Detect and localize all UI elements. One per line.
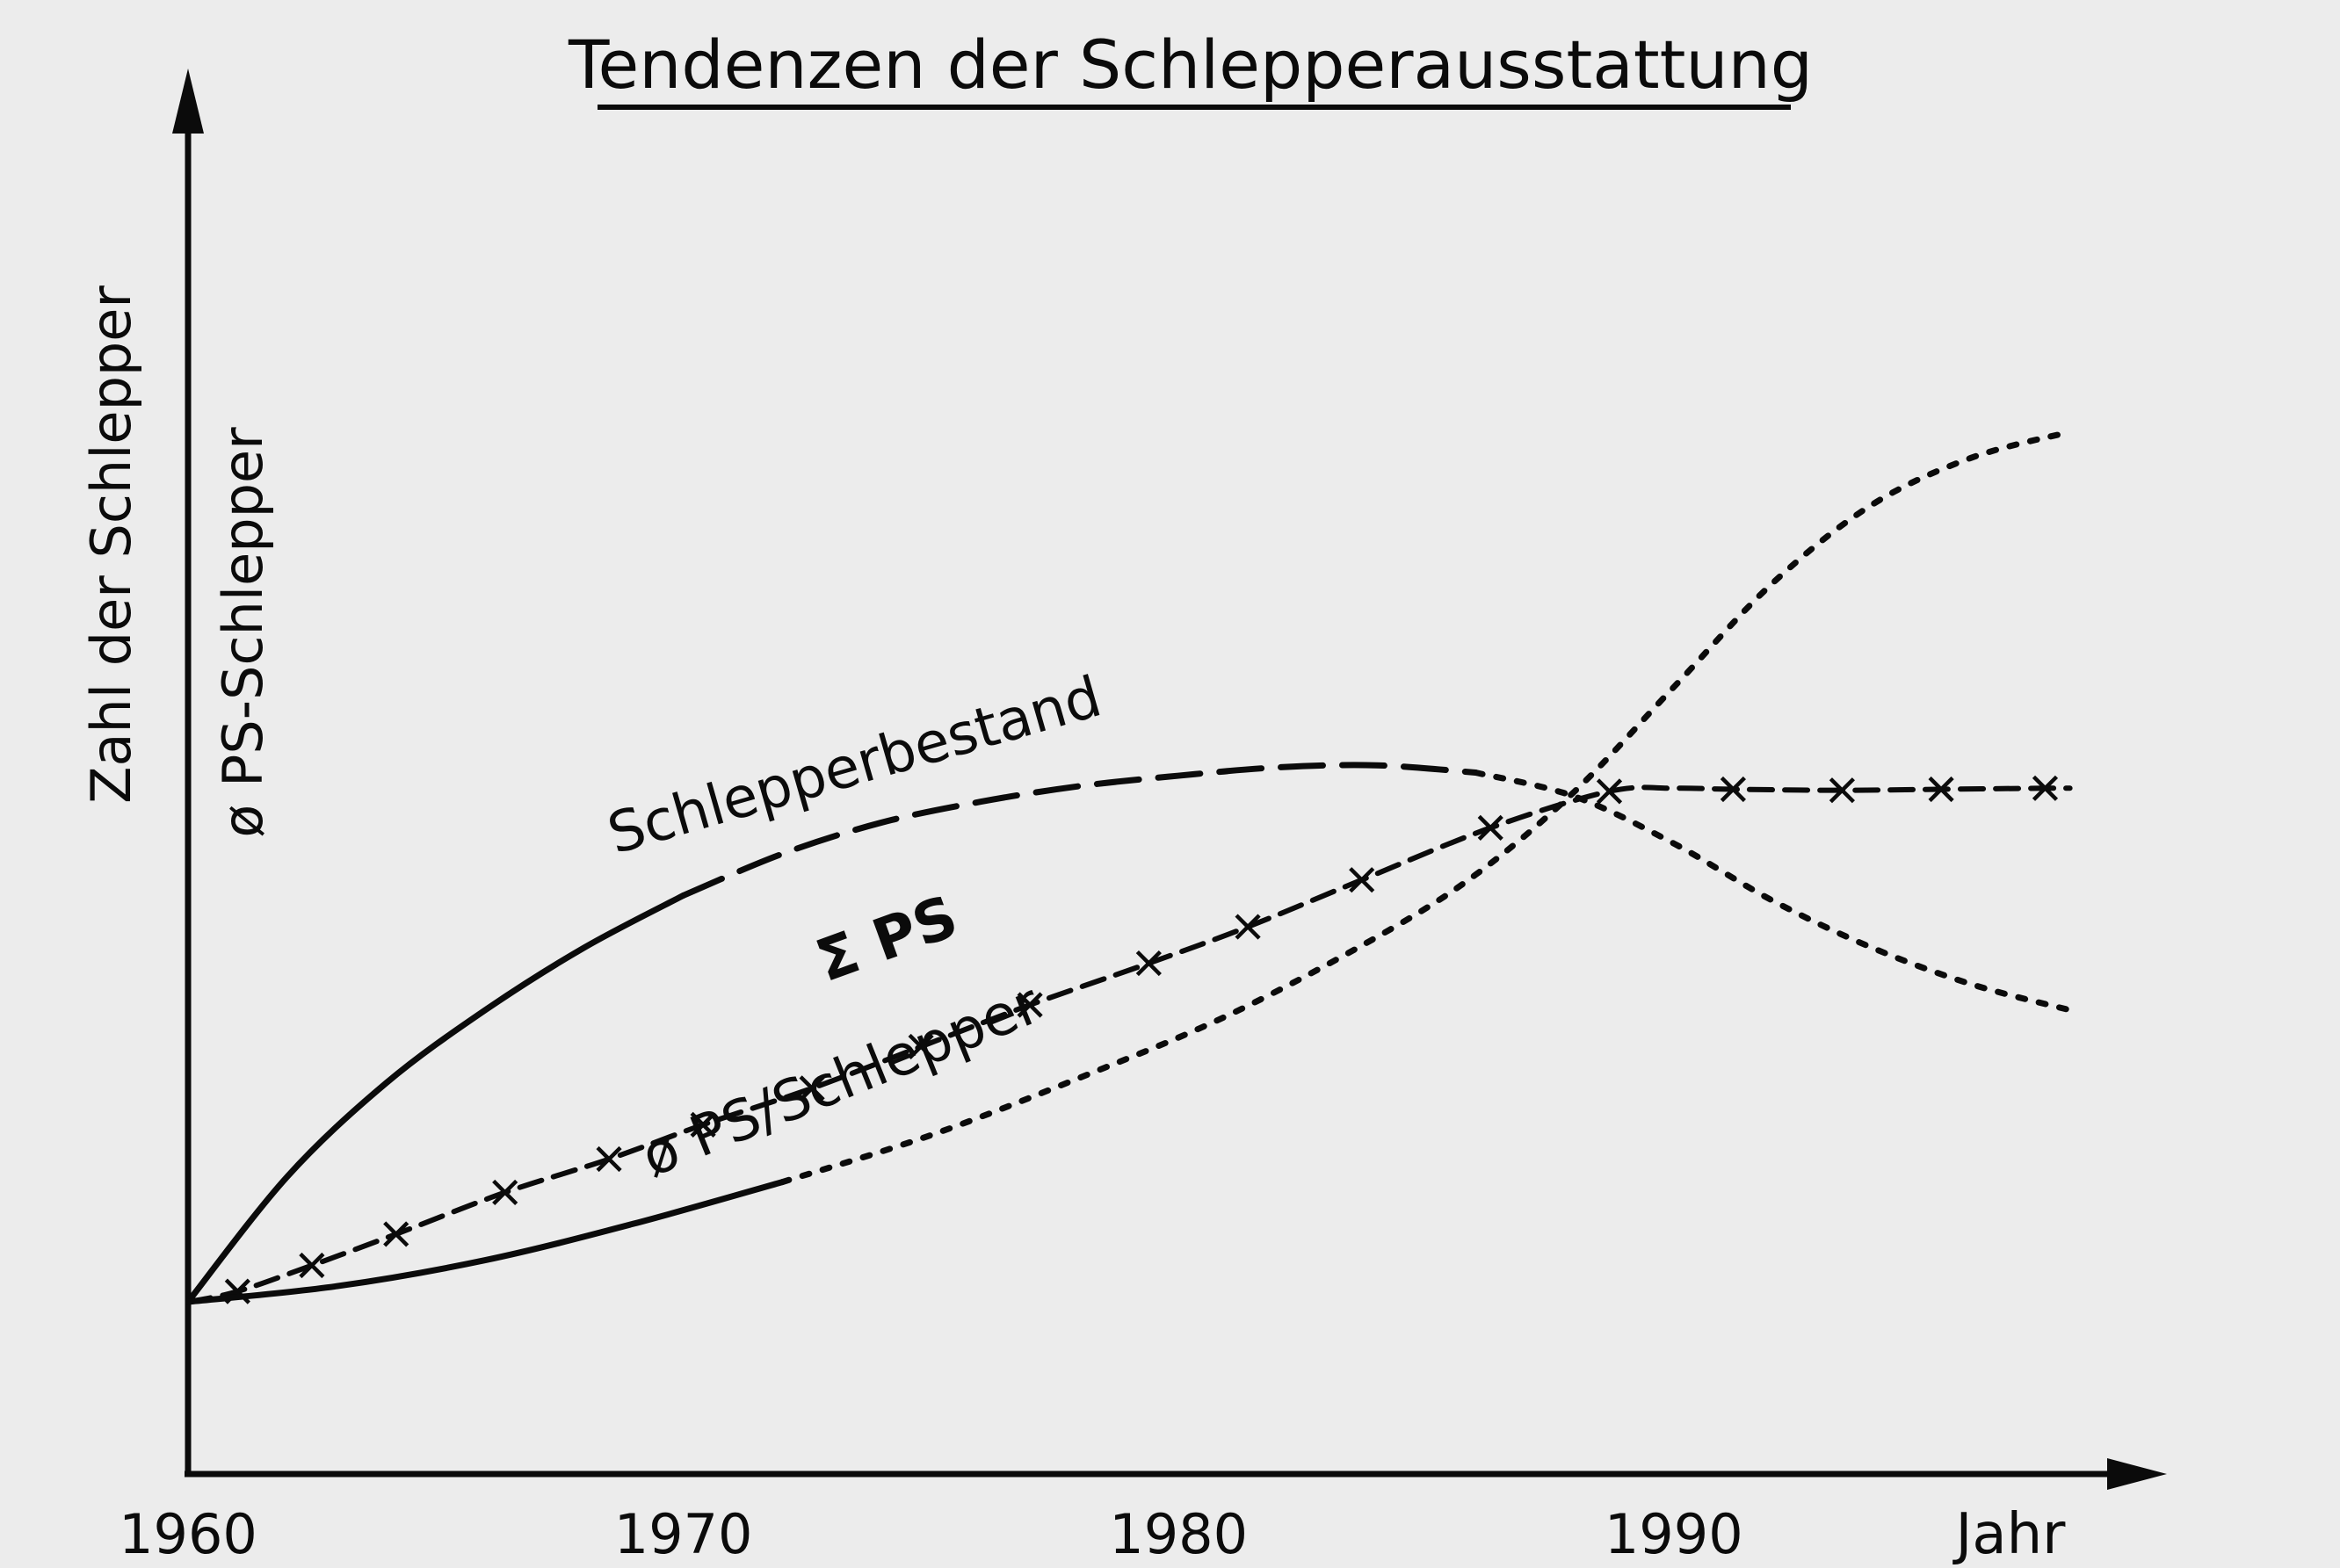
chart-title: Tendenzen der Schlepperausstattung bbox=[568, 25, 1813, 104]
annotation-avg-ps-per-schlepper: ø PS/Schlepper bbox=[633, 972, 1049, 1190]
sum-ps-marker bbox=[690, 1111, 716, 1138]
sum-ps-marker bbox=[1829, 777, 1855, 804]
series-schlepperbestand-dashed bbox=[680, 762, 1479, 899]
sum-ps-marker bbox=[1928, 776, 1954, 803]
annotation-schlepperbestand: Schlepperbestand bbox=[601, 665, 1108, 868]
sum-ps-marker bbox=[799, 1075, 825, 1102]
x-tick-label-1960: 1960 bbox=[119, 1502, 257, 1566]
series-layer bbox=[185, 429, 2074, 1305]
sum-ps-marker bbox=[1235, 914, 1261, 940]
x-tick-label-1990: 1990 bbox=[1605, 1502, 1743, 1566]
sum-ps-marker bbox=[1720, 776, 1746, 803]
sum-ps-marker bbox=[1017, 992, 1043, 1018]
sum-ps-marker bbox=[1477, 814, 1503, 841]
series-avg-ps-dotted bbox=[779, 429, 2074, 1186]
x-tick-label-1970: 1970 bbox=[614, 1502, 753, 1566]
series-schlepperbestand-solid bbox=[185, 892, 687, 1305]
series-sum-ps-line bbox=[185, 784, 2073, 1304]
x-axis-label: Jahr bbox=[1952, 1502, 2067, 1567]
sum-ps-marker bbox=[908, 1033, 934, 1060]
sum-ps-marker bbox=[1596, 778, 1623, 805]
sum-ps-marker bbox=[383, 1221, 409, 1247]
sum-ps-marker bbox=[492, 1179, 518, 1206]
series-schlepperbestand-dotted bbox=[1472, 770, 2074, 1014]
x-tick-label-1980: 1980 bbox=[1109, 1502, 1248, 1566]
y-axis-label-count: Zahl der Schlepper bbox=[79, 285, 143, 804]
y-axis-label-avg-ps: ø PS-Schlepper bbox=[211, 427, 275, 838]
sum-ps-marker bbox=[2032, 775, 2059, 801]
annotation-sum-ps: Σ PS bbox=[808, 883, 966, 995]
sum-ps-marker bbox=[596, 1145, 622, 1173]
sum-ps-marker bbox=[299, 1252, 325, 1279]
x-axis-arrow bbox=[2107, 1458, 2167, 1490]
x-tick-labels: 1960 1970 1980 1990 bbox=[119, 1502, 1743, 1566]
sum-ps-marker bbox=[1135, 950, 1162, 977]
series-avg-ps-solid bbox=[185, 1179, 786, 1305]
y-axis-arrow bbox=[172, 69, 204, 134]
sum-ps-marker bbox=[1349, 867, 1375, 893]
